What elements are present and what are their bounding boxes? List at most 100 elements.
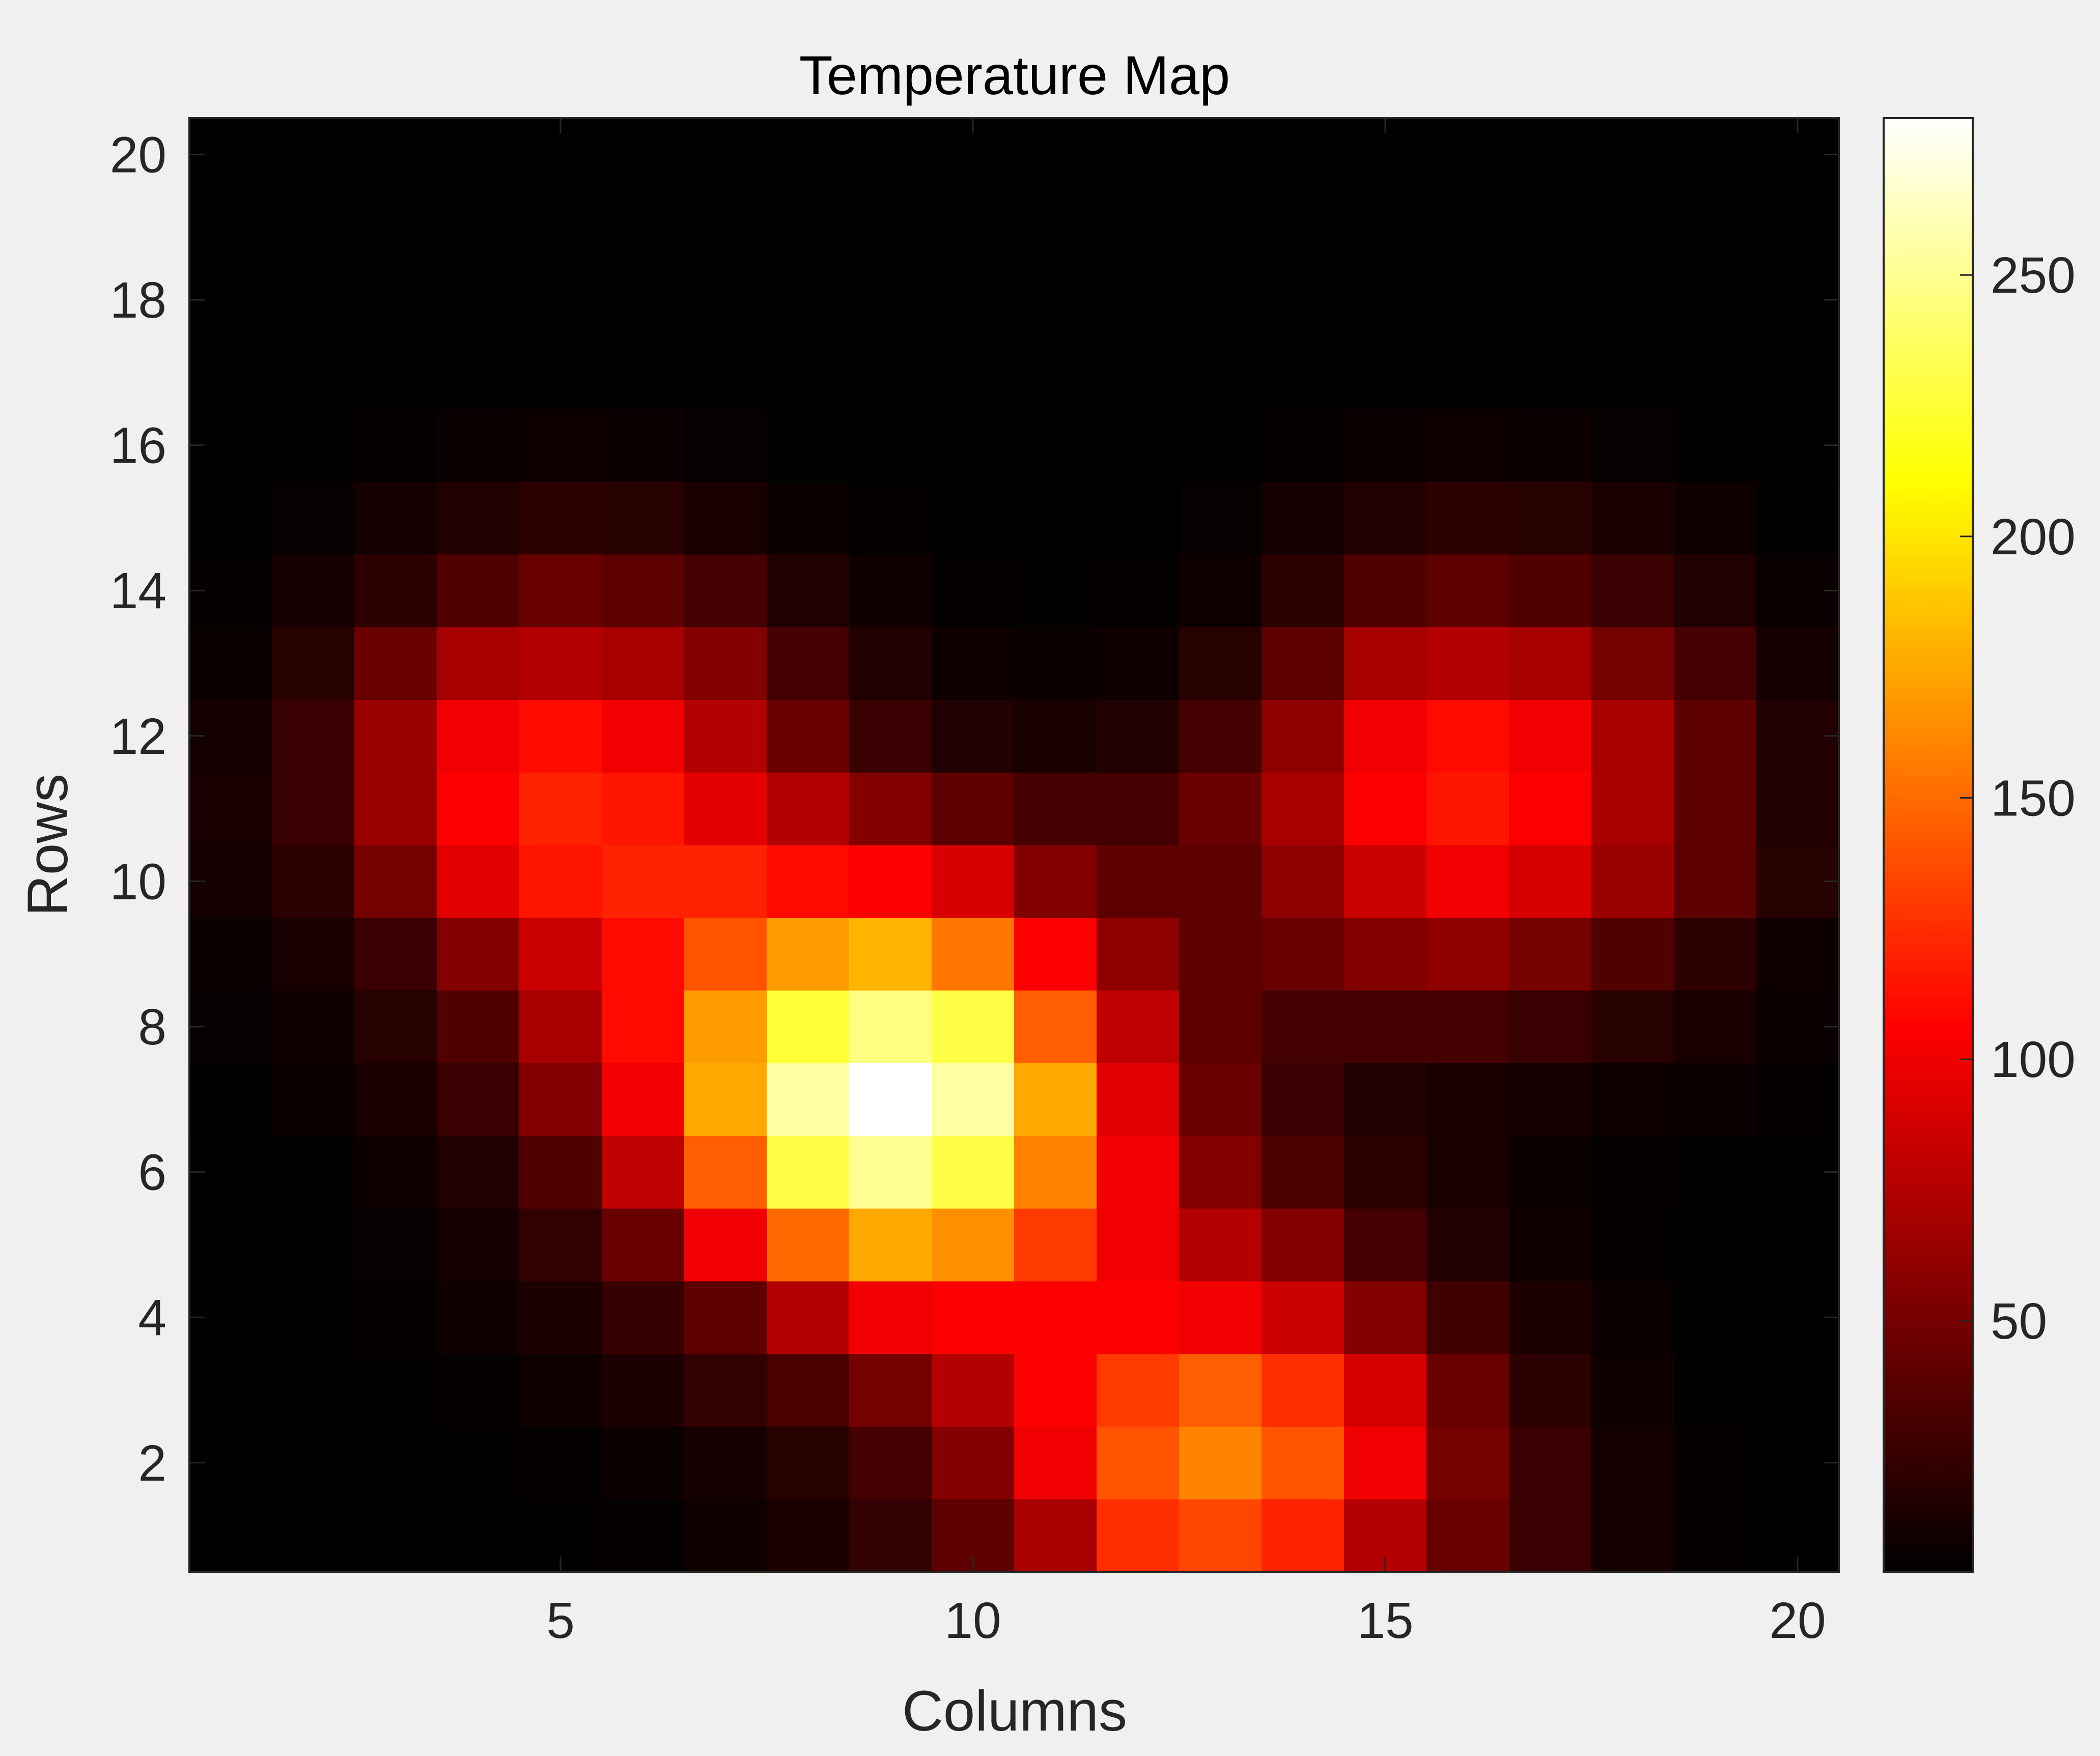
heatmap-cell xyxy=(1509,1426,1592,1499)
heatmap-cell xyxy=(1756,772,1839,845)
heatmap-cell xyxy=(1426,1281,1509,1354)
heatmap-cell xyxy=(1426,990,1509,1063)
heatmap-cell xyxy=(1179,990,1262,1063)
heatmap-cell xyxy=(767,190,850,264)
heatmap-cell xyxy=(932,263,1015,336)
heatmap-cell xyxy=(189,336,272,409)
heatmap-cell xyxy=(1344,409,1427,482)
heatmap-cell xyxy=(932,336,1015,409)
heatmap-cell xyxy=(1179,482,1262,555)
heatmap-cell xyxy=(1014,1063,1097,1136)
heatmap-cell xyxy=(1262,1063,1345,1136)
heatmap-cell xyxy=(1426,1208,1509,1282)
heatmap-cell xyxy=(1509,1136,1592,1209)
heatmap-cell xyxy=(1509,554,1592,628)
heatmap-cell xyxy=(1426,699,1509,773)
heatmap-cell xyxy=(684,917,767,991)
heatmap-cell xyxy=(437,1281,520,1354)
heatmap-cell xyxy=(437,917,520,991)
heatmap-cell xyxy=(1756,917,1839,991)
heatmap-cell xyxy=(1262,482,1345,555)
heatmap-cell xyxy=(1344,845,1427,918)
heatmap-cell xyxy=(1014,772,1097,845)
heatmap-cell xyxy=(932,990,1015,1063)
heatmap-cell xyxy=(1509,118,1592,191)
heatmap-cell xyxy=(849,1281,932,1354)
heatmap-cell xyxy=(272,1499,355,1572)
heatmap-cell xyxy=(437,845,520,918)
heatmap-cell xyxy=(684,990,767,1063)
heatmap-cell xyxy=(354,118,437,191)
heatmap-cell xyxy=(1674,1499,1757,1572)
heatmap-cell xyxy=(767,917,850,991)
heatmap-cell xyxy=(1344,482,1427,555)
heatmap-cell xyxy=(849,409,932,482)
heatmap-cell xyxy=(1756,190,1839,264)
heatmap-cell xyxy=(354,336,437,409)
heatmap-cell xyxy=(602,263,685,336)
heatmap-cell xyxy=(1756,482,1839,555)
heatmap-cell xyxy=(932,1136,1015,1209)
heatmap-cell xyxy=(1262,627,1345,700)
heatmap-cell xyxy=(189,1208,272,1282)
heatmap-cell xyxy=(1674,1136,1757,1209)
heatmap-cell xyxy=(1591,1063,1674,1136)
heatmap-cell xyxy=(849,1426,932,1499)
heatmap-cell xyxy=(849,627,932,700)
heatmap-cell xyxy=(1509,699,1592,773)
heatmap-cell xyxy=(1262,990,1345,1063)
heatmap-cell xyxy=(272,554,355,628)
heatmap-cell xyxy=(684,1136,767,1209)
heatmap-cell xyxy=(1014,1426,1097,1499)
heatmap-cell xyxy=(1674,1353,1757,1427)
heatmap-cell xyxy=(1674,1063,1757,1136)
heatmap-cell xyxy=(437,627,520,700)
heatmap-cell xyxy=(1097,118,1180,191)
heatmap-cell xyxy=(767,1063,850,1136)
heatmap-cell xyxy=(1344,1281,1427,1354)
heatmap-cell xyxy=(1674,1281,1757,1354)
heatmap-cell xyxy=(849,482,932,555)
heatmap-cell xyxy=(684,1208,767,1282)
heatmap-cell xyxy=(354,554,437,628)
heatmap-cell xyxy=(1014,190,1097,264)
heatmap-cell xyxy=(1344,772,1427,845)
heatmap-cell xyxy=(272,1426,355,1499)
heatmap-cell xyxy=(354,1281,437,1354)
heatmap-cell xyxy=(1344,1208,1427,1282)
heatmap-cell xyxy=(932,409,1015,482)
heatmap-cell xyxy=(1591,990,1674,1063)
heatmap-cell xyxy=(1179,1136,1262,1209)
heatmap-cell xyxy=(272,699,355,773)
heatmap-cell xyxy=(849,1136,932,1209)
heatmap-cell xyxy=(684,190,767,264)
heatmap-cell xyxy=(272,1281,355,1354)
heatmap-cell xyxy=(437,409,520,482)
colorbar-ticks: 50 100 150 200 250 xyxy=(1960,247,2076,1350)
heatmap-cell xyxy=(1014,627,1097,700)
heatmap-cell xyxy=(602,699,685,773)
heatmap-cell xyxy=(684,336,767,409)
heatmap-cell xyxy=(602,1208,685,1282)
heatmap-cell xyxy=(1674,336,1757,409)
heatmap-cell xyxy=(932,699,1015,773)
heatmap-cell xyxy=(519,917,602,991)
heatmap-cell xyxy=(519,990,602,1063)
heatmap-cell xyxy=(1262,1426,1345,1499)
heatmap-cell xyxy=(437,1208,520,1282)
heatmap-cell xyxy=(1097,482,1180,555)
heatmap-cell xyxy=(1262,190,1345,264)
y-tick-label: 18 xyxy=(110,272,166,329)
heatmap-cell xyxy=(437,1499,520,1572)
heatmap-cells xyxy=(189,118,1839,1572)
heatmap-cell xyxy=(1674,409,1757,482)
heatmap-cell xyxy=(1262,409,1345,482)
heatmap-cell xyxy=(519,772,602,845)
x-tick-label: 20 xyxy=(1769,1592,1826,1649)
heatmap-cell xyxy=(849,118,932,191)
heatmap-cell xyxy=(1014,263,1097,336)
heatmap-cell xyxy=(684,554,767,628)
heatmap-cell xyxy=(602,1499,685,1572)
heatmap-cell xyxy=(519,845,602,918)
